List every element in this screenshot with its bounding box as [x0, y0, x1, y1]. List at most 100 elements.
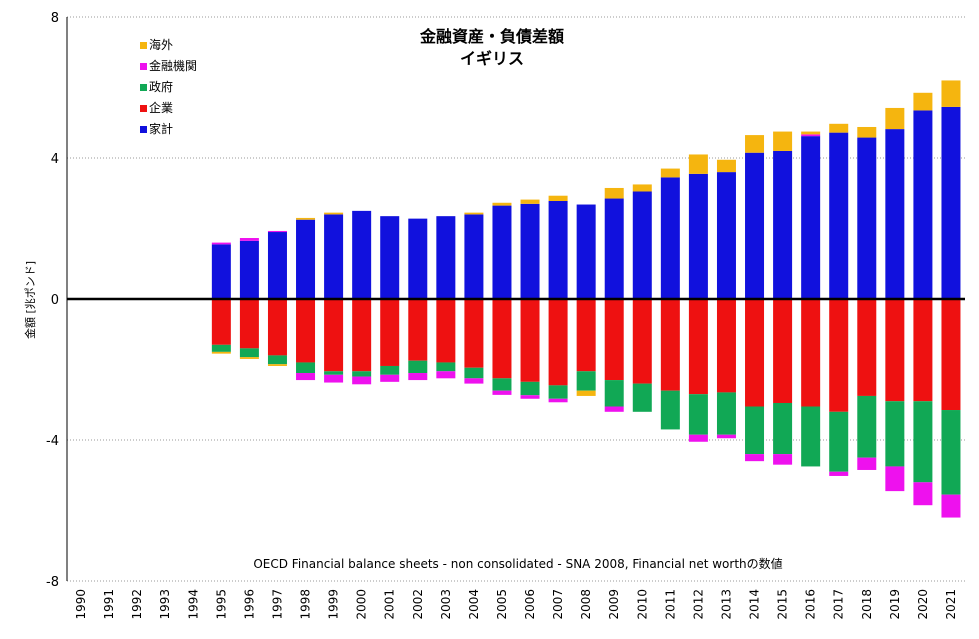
bar-segment [492, 390, 512, 395]
legend-swatch [140, 63, 147, 70]
bar-segment [520, 381, 540, 396]
bar-segment [885, 401, 905, 467]
legend-swatch [140, 84, 147, 91]
bar-segment [716, 299, 736, 393]
bar-segment [604, 187, 624, 199]
bar-segment [520, 299, 540, 382]
bar-segment [913, 401, 933, 483]
bar-segment [688, 434, 708, 442]
bar-segment [239, 348, 259, 358]
bar-segment [211, 351, 231, 354]
x-tick-label: 2016 [804, 589, 818, 620]
bar-segment [773, 402, 793, 455]
bar-segment [745, 406, 765, 455]
bar-segment [239, 238, 259, 241]
x-tick-label: 1994 [186, 589, 200, 620]
x-tick-label: 1991 [102, 589, 116, 620]
bar-segment [604, 198, 624, 299]
x-tick-label: 1995 [214, 589, 228, 620]
bar-segment [296, 299, 316, 363]
bar-segment [885, 129, 905, 299]
x-tick-label: 1999 [327, 589, 341, 620]
bar-segment [632, 299, 652, 384]
bar-segment [660, 390, 680, 430]
bar-segment [773, 150, 793, 299]
bar-segment [941, 494, 961, 518]
bar-segment [492, 202, 512, 206]
bar-segment [688, 394, 708, 435]
bar-segment [660, 168, 680, 178]
bar-segment [239, 240, 259, 299]
x-tick-label: 2012 [691, 589, 705, 620]
bar-segment [239, 357, 259, 359]
bar-segment [857, 457, 877, 470]
bar-segment [296, 219, 316, 299]
bar-segment [716, 172, 736, 299]
bar-segment [464, 212, 484, 215]
bar-segment [492, 378, 512, 391]
x-tick-label: 2017 [832, 589, 846, 620]
bar-segment [688, 173, 708, 299]
bar-segment [296, 217, 316, 220]
bar-segment [660, 177, 680, 299]
bar-segment [352, 210, 372, 299]
x-tick-label: 1996 [242, 589, 256, 620]
x-tick-label: 2018 [860, 589, 874, 620]
x-tick-label: 2008 [579, 589, 593, 620]
chart-title: 金融資産・負債差額 [419, 27, 564, 46]
y-tick-label: -4 [46, 434, 59, 449]
bar-segment [267, 355, 287, 365]
legend-label: 金融機関 [149, 58, 197, 73]
bar-segment [296, 373, 316, 381]
bar-segment [773, 299, 793, 403]
bar-segment [548, 195, 568, 202]
y-tick-label: 8 [51, 11, 59, 26]
bar-segment [857, 299, 877, 396]
bar-segment [548, 398, 568, 403]
x-tick-label: 1990 [74, 589, 88, 620]
x-tick-label: 2009 [607, 589, 621, 620]
bar-segment [745, 135, 765, 153]
bar-segment [211, 344, 231, 352]
source-note: OECD Financial balance sheets - non cons… [253, 556, 782, 571]
bar-segment [660, 299, 680, 391]
bar-segment [913, 299, 933, 402]
bar-segment [380, 299, 400, 366]
bar-segment [801, 406, 821, 467]
bar-segment [941, 80, 961, 107]
y-tick-label: 4 [51, 152, 59, 167]
bar-segment [408, 218, 428, 299]
bar-segment [267, 230, 287, 233]
bar-segment [464, 214, 484, 299]
x-tick-label: 2021 [944, 589, 958, 620]
bar-segment [604, 406, 624, 412]
bar-segment [576, 390, 596, 396]
x-tick-label: 2020 [916, 589, 930, 620]
bar-segment [632, 184, 652, 192]
bar-segment [857, 395, 877, 458]
bar-segment [464, 367, 484, 379]
bar-segment [857, 137, 877, 299]
y-tick-label: 0 [51, 293, 59, 308]
x-tick-label: 2013 [719, 589, 733, 620]
legend-label: 家計 [149, 121, 173, 136]
bar-segment [352, 371, 372, 377]
bar-segment [913, 482, 933, 506]
bar-segment [576, 204, 596, 299]
bar-segment [324, 371, 344, 375]
bar-segment [941, 106, 961, 299]
bar-segment [520, 203, 540, 299]
y-tick-label: -8 [46, 575, 59, 590]
bar-segment [716, 434, 736, 439]
bar-segment [885, 299, 905, 402]
bar-segment [745, 454, 765, 462]
legend-swatch [140, 105, 147, 112]
bar-segment [296, 362, 316, 374]
x-tick-label: 1997 [270, 589, 284, 620]
x-tick-label: 2010 [635, 589, 649, 620]
bar-segment [408, 299, 428, 361]
legend-swatch [140, 126, 147, 133]
bar-segment [464, 378, 484, 384]
